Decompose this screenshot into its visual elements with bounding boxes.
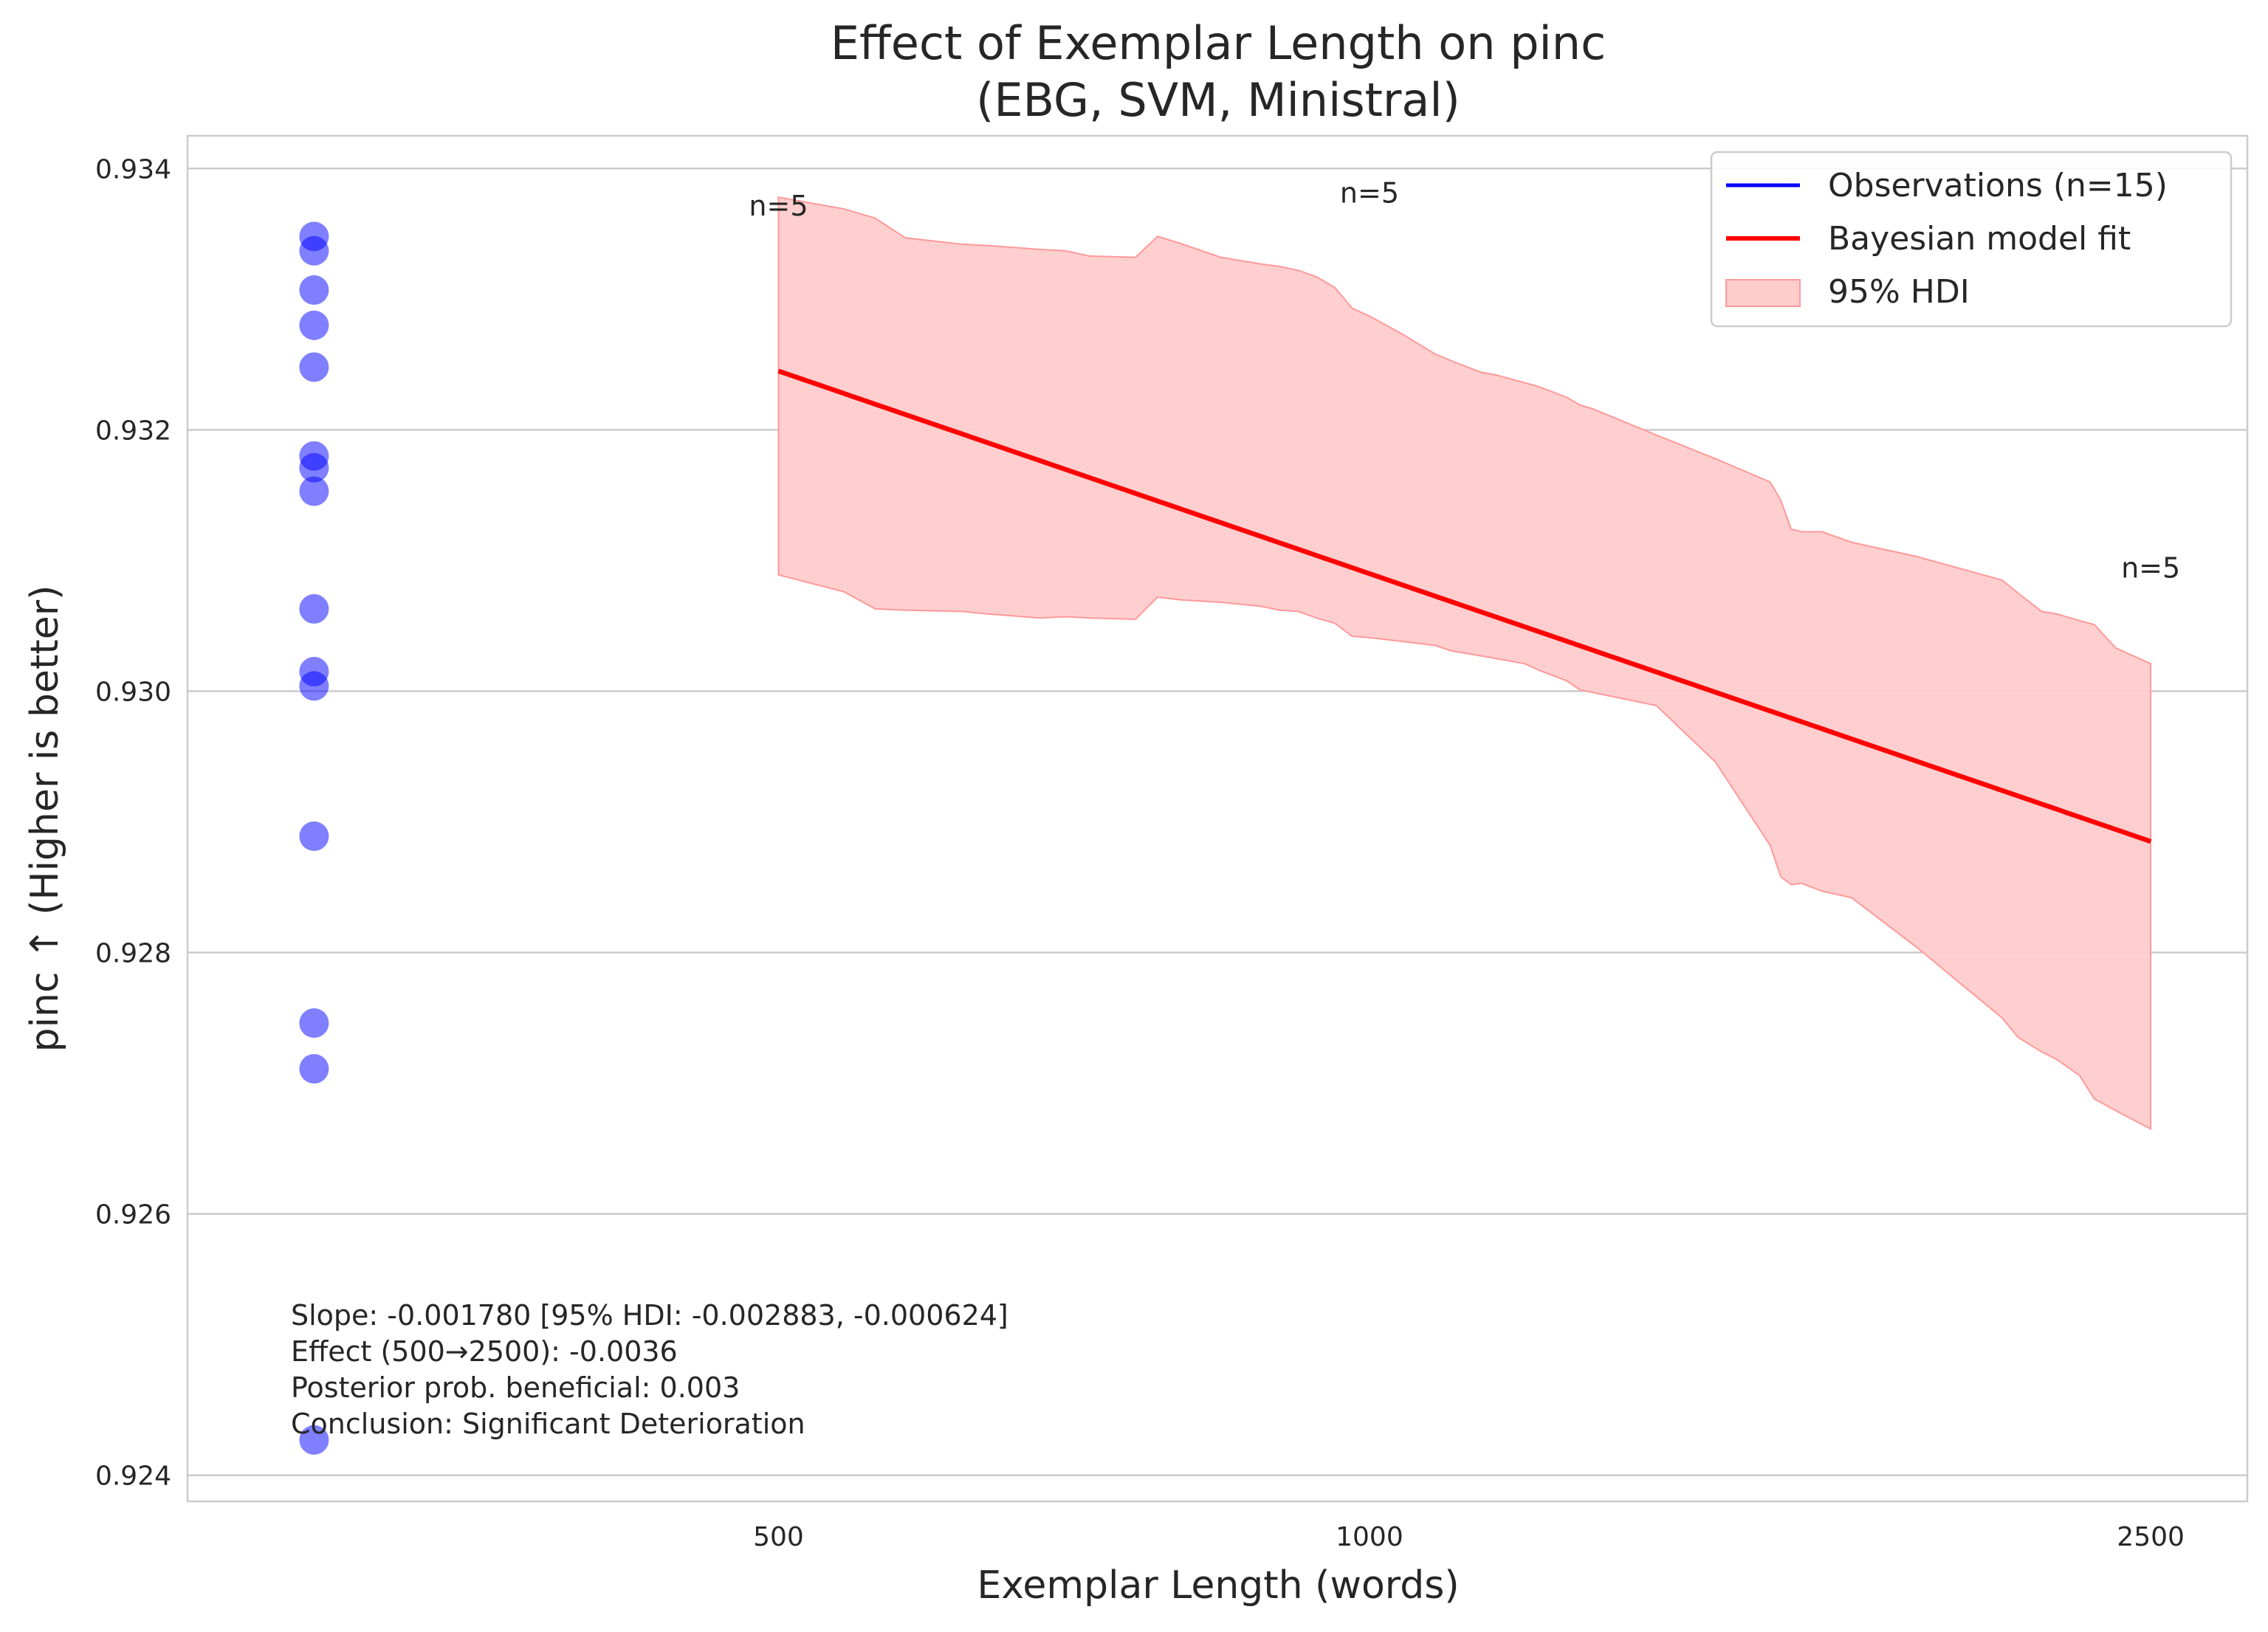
observation-point (299, 671, 329, 701)
y-tick-label: 0.926 (95, 1200, 171, 1230)
y-tick-label: 0.932 (95, 416, 171, 446)
legend-model-fit-label: Bayesian model fit (1828, 220, 2131, 258)
sample-size-annotation: n=5 (749, 190, 808, 222)
chart-subtitle: (EBG, SVM, Ministral) (976, 73, 1460, 127)
observation-point (299, 821, 329, 851)
annotations-group: n=5 n=5 n=5 (749, 176, 2180, 584)
stats-line-slope: Slope: -0.001780 [95% HDI: -0.002883, -0… (291, 1299, 1008, 1332)
y-tick-label: 0.930 (95, 677, 171, 707)
stats-line-effect: Effect (500→2500): -0.0036 (291, 1335, 678, 1368)
stats-line-conclusion: Conclusion: Significant Deterioration (291, 1408, 805, 1440)
chart-title: Effect of Exemplar Length on pinc (831, 16, 1606, 70)
y-axis-label: pinc ↑ (Higher is better) (23, 585, 67, 1053)
tick-labels-group: 0.924 0.926 0.928 0.930 0.932 0.934 500 1000 250… (95, 154, 2185, 1552)
sample-size-annotation: n=5 (2121, 551, 2180, 584)
x-tick-label: 1000 (1336, 1522, 1403, 1552)
observation-point (299, 452, 329, 483)
model-fit-group (777, 368, 2152, 844)
model-fit-line (777, 368, 2152, 844)
x-tick-label: 2500 (2117, 1522, 2185, 1552)
observation-point (299, 275, 329, 305)
observation-points-group (299, 221, 329, 1455)
observation-point (299, 310, 329, 340)
observation-point (299, 593, 329, 624)
legend: Observations (n=15) Bayesian model fit 9… (1710, 151, 2233, 328)
observation-point (299, 1054, 329, 1084)
y-tick-label: 0.924 (95, 1461, 171, 1492)
stats-box: Slope: -0.001780 [95% HDI: -0.002883, -0… (291, 1299, 1008, 1440)
stats-line-posterior: Posterior prob. beneficial: 0.003 (291, 1371, 740, 1404)
x-axis-label: Exemplar Length (words) (977, 1563, 1459, 1608)
legend-hdi-label: 95% HDI (1828, 273, 1970, 311)
observation-point (299, 476, 329, 506)
legend-hdi-swatch (1725, 279, 1801, 307)
hdi-band (777, 196, 2152, 1131)
observation-point (299, 1008, 329, 1039)
y-tick-label: 0.928 (95, 938, 171, 968)
observation-point (299, 352, 329, 382)
observation-point (299, 1425, 329, 1455)
legend-frame (1710, 151, 2233, 328)
x-tick-label: 500 (753, 1522, 804, 1552)
observation-point (299, 235, 329, 266)
y-tick-label: 0.934 (95, 154, 171, 185)
sample-size-annotation: n=5 (1340, 176, 1399, 209)
legend-observations-label: Observations (n=15) (1828, 167, 2168, 204)
hdi-band-group (777, 196, 2152, 1131)
